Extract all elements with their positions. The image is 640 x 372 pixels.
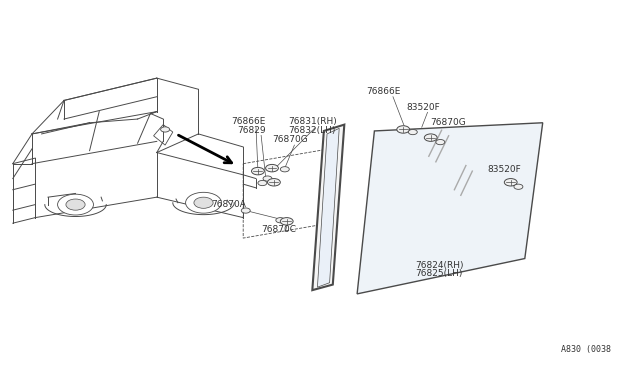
Text: 76831(RH): 76831(RH) bbox=[288, 118, 337, 126]
Circle shape bbox=[424, 134, 437, 141]
Circle shape bbox=[58, 194, 93, 215]
Text: 76825(LH): 76825(LH) bbox=[415, 269, 462, 278]
Circle shape bbox=[504, 179, 517, 186]
Text: A830 (0038: A830 (0038 bbox=[561, 345, 611, 354]
Circle shape bbox=[436, 140, 445, 145]
Text: 76866E: 76866E bbox=[232, 118, 266, 126]
Circle shape bbox=[280, 218, 293, 225]
Circle shape bbox=[252, 167, 264, 175]
Circle shape bbox=[280, 167, 289, 172]
Circle shape bbox=[408, 129, 417, 135]
Text: 83520F: 83520F bbox=[406, 103, 440, 112]
Circle shape bbox=[241, 208, 250, 213]
Circle shape bbox=[186, 192, 221, 213]
Text: 76829: 76829 bbox=[237, 126, 266, 135]
Text: 76832(LH): 76832(LH) bbox=[288, 126, 335, 135]
Circle shape bbox=[263, 176, 272, 181]
Polygon shape bbox=[312, 125, 344, 290]
Polygon shape bbox=[357, 123, 543, 294]
Text: 76870G: 76870G bbox=[430, 118, 466, 127]
Polygon shape bbox=[317, 128, 339, 287]
Circle shape bbox=[514, 184, 523, 189]
Circle shape bbox=[194, 197, 213, 208]
Text: 83520F: 83520F bbox=[488, 165, 522, 174]
Text: 76824(RH): 76824(RH) bbox=[415, 261, 463, 270]
Text: 76870A: 76870A bbox=[211, 200, 246, 209]
Text: 76870G: 76870G bbox=[273, 135, 308, 144]
Circle shape bbox=[161, 127, 170, 132]
Circle shape bbox=[276, 218, 285, 223]
Circle shape bbox=[266, 164, 278, 172]
Text: 76866E: 76866E bbox=[366, 87, 401, 96]
Circle shape bbox=[397, 126, 410, 133]
Circle shape bbox=[66, 199, 85, 210]
Circle shape bbox=[268, 179, 280, 186]
Text: 76870C: 76870C bbox=[261, 225, 296, 234]
Circle shape bbox=[258, 180, 267, 186]
